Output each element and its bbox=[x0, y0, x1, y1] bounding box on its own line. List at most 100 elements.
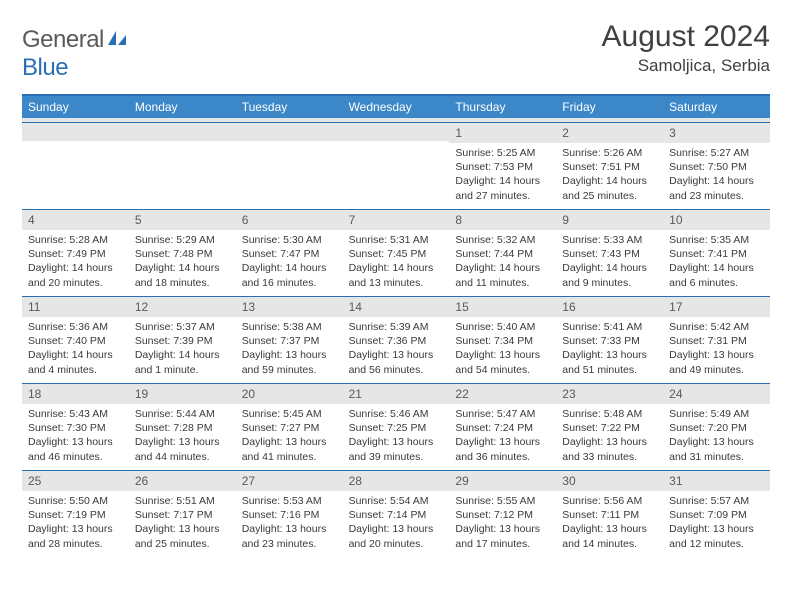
sunset-text: Sunset: 7:25 PM bbox=[349, 421, 444, 435]
sunrise-text: Sunrise: 5:57 AM bbox=[669, 494, 764, 508]
sunrise-text: Sunrise: 5:37 AM bbox=[135, 320, 230, 334]
day-details: Sunrise: 5:31 AMSunset: 7:45 PMDaylight:… bbox=[343, 230, 450, 294]
daylight-text: Daylight: 13 hours and 41 minutes. bbox=[242, 435, 337, 463]
day-cell bbox=[343, 123, 450, 209]
weeks-container: 1Sunrise: 5:25 AMSunset: 7:53 PMDaylight… bbox=[22, 122, 770, 557]
day-details: Sunrise: 5:36 AMSunset: 7:40 PMDaylight:… bbox=[22, 317, 129, 381]
day-cell: 15Sunrise: 5:40 AMSunset: 7:34 PMDayligh… bbox=[449, 297, 556, 383]
sunrise-text: Sunrise: 5:33 AM bbox=[562, 233, 657, 247]
day-cell: 18Sunrise: 5:43 AMSunset: 7:30 PMDayligh… bbox=[22, 384, 129, 470]
daylight-text: Daylight: 14 hours and 9 minutes. bbox=[562, 261, 657, 289]
daylight-text: Daylight: 13 hours and 33 minutes. bbox=[562, 435, 657, 463]
sunset-text: Sunset: 7:43 PM bbox=[562, 247, 657, 261]
weekday-header: Wednesday bbox=[343, 96, 450, 118]
daylight-text: Daylight: 14 hours and 23 minutes. bbox=[669, 174, 764, 202]
day-cell: 23Sunrise: 5:48 AMSunset: 7:22 PMDayligh… bbox=[556, 384, 663, 470]
sunrise-text: Sunrise: 5:32 AM bbox=[455, 233, 550, 247]
day-details: Sunrise: 5:47 AMSunset: 7:24 PMDaylight:… bbox=[449, 404, 556, 468]
day-details: Sunrise: 5:44 AMSunset: 7:28 PMDaylight:… bbox=[129, 404, 236, 468]
day-details: Sunrise: 5:40 AMSunset: 7:34 PMDaylight:… bbox=[449, 317, 556, 381]
sunrise-text: Sunrise: 5:38 AM bbox=[242, 320, 337, 334]
day-number: 17 bbox=[663, 297, 770, 317]
day-cell: 12Sunrise: 5:37 AMSunset: 7:39 PMDayligh… bbox=[129, 297, 236, 383]
sunset-text: Sunset: 7:50 PM bbox=[669, 160, 764, 174]
sunset-text: Sunset: 7:45 PM bbox=[349, 247, 444, 261]
sunrise-text: Sunrise: 5:55 AM bbox=[455, 494, 550, 508]
day-details: Sunrise: 5:41 AMSunset: 7:33 PMDaylight:… bbox=[556, 317, 663, 381]
day-details: Sunrise: 5:50 AMSunset: 7:19 PMDaylight:… bbox=[22, 491, 129, 555]
sunrise-text: Sunrise: 5:25 AM bbox=[455, 146, 550, 160]
day-details: Sunrise: 5:27 AMSunset: 7:50 PMDaylight:… bbox=[663, 143, 770, 207]
sunset-text: Sunset: 7:09 PM bbox=[669, 508, 764, 522]
daylight-text: Daylight: 14 hours and 16 minutes. bbox=[242, 261, 337, 289]
month-title: August 2024 bbox=[602, 20, 770, 54]
day-details: Sunrise: 5:39 AMSunset: 7:36 PMDaylight:… bbox=[343, 317, 450, 381]
sunset-text: Sunset: 7:11 PM bbox=[562, 508, 657, 522]
day-cell: 6 Sunrise: 5:30 AMSunset: 7:47 PMDaylight… bbox=[236, 210, 343, 296]
daylight-text: Daylight: 13 hours and 54 minutes. bbox=[455, 348, 550, 376]
day-number: 12 bbox=[129, 297, 236, 317]
sunset-text: Sunset: 7:51 PM bbox=[562, 160, 657, 174]
daylight-text: Daylight: 13 hours and 23 minutes. bbox=[242, 522, 337, 550]
day-number: 13 bbox=[236, 297, 343, 317]
sunrise-text: Sunrise: 5:45 AM bbox=[242, 407, 337, 421]
daylight-text: Daylight: 14 hours and 4 minutes. bbox=[28, 348, 123, 376]
day-cell: 8Sunrise: 5:32 AMSunset: 7:44 PMDaylight… bbox=[449, 210, 556, 296]
sunset-text: Sunset: 7:47 PM bbox=[242, 247, 337, 261]
day-number: 14 bbox=[343, 297, 450, 317]
sunrise-text: Sunrise: 5:54 AM bbox=[349, 494, 444, 508]
daylight-text: Daylight: 13 hours and 59 minutes. bbox=[242, 348, 337, 376]
day-number: 1 bbox=[449, 123, 556, 143]
page-header: GeneralBlue August 2024 Samoljica, Serbi… bbox=[22, 20, 770, 82]
day-cell bbox=[129, 123, 236, 209]
sunrise-text: Sunrise: 5:44 AM bbox=[135, 407, 230, 421]
day-details: Sunrise: 5:49 AMSunset: 7:20 PMDaylight:… bbox=[663, 404, 770, 468]
sunset-text: Sunset: 7:33 PM bbox=[562, 334, 657, 348]
day-number: 6 bbox=[236, 210, 343, 230]
day-details: Sunrise: 5:43 AMSunset: 7:30 PMDaylight:… bbox=[22, 404, 129, 468]
day-details: Sunrise: 5:42 AMSunset: 7:31 PMDaylight:… bbox=[663, 317, 770, 381]
sunrise-text: Sunrise: 5:47 AM bbox=[455, 407, 550, 421]
day-number bbox=[129, 123, 236, 141]
day-cell: 19Sunrise: 5:44 AMSunset: 7:28 PMDayligh… bbox=[129, 384, 236, 470]
day-number: 22 bbox=[449, 384, 556, 404]
sunrise-text: Sunrise: 5:43 AM bbox=[28, 407, 123, 421]
day-number: 29 bbox=[449, 471, 556, 491]
sunset-text: Sunset: 7:41 PM bbox=[669, 247, 764, 261]
day-cell: 7Sunrise: 5:31 AMSunset: 7:45 PMDaylight… bbox=[343, 210, 450, 296]
sunset-text: Sunset: 7:20 PM bbox=[669, 421, 764, 435]
location-label: Samoljica, Serbia bbox=[602, 56, 770, 76]
day-number: 11 bbox=[22, 297, 129, 317]
day-details: Sunrise: 5:57 AMSunset: 7:09 PMDaylight:… bbox=[663, 491, 770, 555]
sunset-text: Sunset: 7:12 PM bbox=[455, 508, 550, 522]
day-details: Sunrise: 5:48 AMSunset: 7:22 PMDaylight:… bbox=[556, 404, 663, 468]
daylight-text: Daylight: 13 hours and 46 minutes. bbox=[28, 435, 123, 463]
day-cell: 29Sunrise: 5:55 AMSunset: 7:12 PMDayligh… bbox=[449, 471, 556, 557]
sunrise-text: Sunrise: 5:49 AM bbox=[669, 407, 764, 421]
daylight-text: Daylight: 13 hours and 31 minutes. bbox=[669, 435, 764, 463]
day-number: 10 bbox=[663, 210, 770, 230]
week-row: 25Sunrise: 5:50 AMSunset: 7:19 PMDayligh… bbox=[22, 470, 770, 557]
sunrise-text: Sunrise: 5:50 AM bbox=[28, 494, 123, 508]
day-cell: 17Sunrise: 5:42 AMSunset: 7:31 PMDayligh… bbox=[663, 297, 770, 383]
daylight-text: Daylight: 13 hours and 39 minutes. bbox=[349, 435, 444, 463]
day-details: Sunrise: 5:28 AMSunset: 7:49 PMDaylight:… bbox=[22, 230, 129, 294]
weekday-header: Monday bbox=[129, 96, 236, 118]
day-details: Sunrise: 5:32 AMSunset: 7:44 PMDaylight:… bbox=[449, 230, 556, 294]
day-cell: 20Sunrise: 5:45 AMSunset: 7:27 PMDayligh… bbox=[236, 384, 343, 470]
sunset-text: Sunset: 7:30 PM bbox=[28, 421, 123, 435]
sunrise-text: Sunrise: 5:53 AM bbox=[242, 494, 337, 508]
sunrise-text: Sunrise: 5:26 AM bbox=[562, 146, 657, 160]
day-number: 24 bbox=[663, 384, 770, 404]
day-number: 18 bbox=[22, 384, 129, 404]
day-number: 20 bbox=[236, 384, 343, 404]
sunrise-text: Sunrise: 5:51 AM bbox=[135, 494, 230, 508]
daylight-text: Daylight: 14 hours and 18 minutes. bbox=[135, 261, 230, 289]
daylight-text: Daylight: 14 hours and 27 minutes. bbox=[455, 174, 550, 202]
day-cell: 3Sunrise: 5:27 AMSunset: 7:50 PMDaylight… bbox=[663, 123, 770, 209]
calendar-page: GeneralBlue August 2024 Samoljica, Serbi… bbox=[0, 0, 792, 567]
weekday-header-row: SundayMondayTuesdayWednesdayThursdayFrid… bbox=[22, 96, 770, 118]
daylight-text: Daylight: 13 hours and 14 minutes. bbox=[562, 522, 657, 550]
sunrise-text: Sunrise: 5:30 AM bbox=[242, 233, 337, 247]
day-details: Sunrise: 5:46 AMSunset: 7:25 PMDaylight:… bbox=[343, 404, 450, 468]
